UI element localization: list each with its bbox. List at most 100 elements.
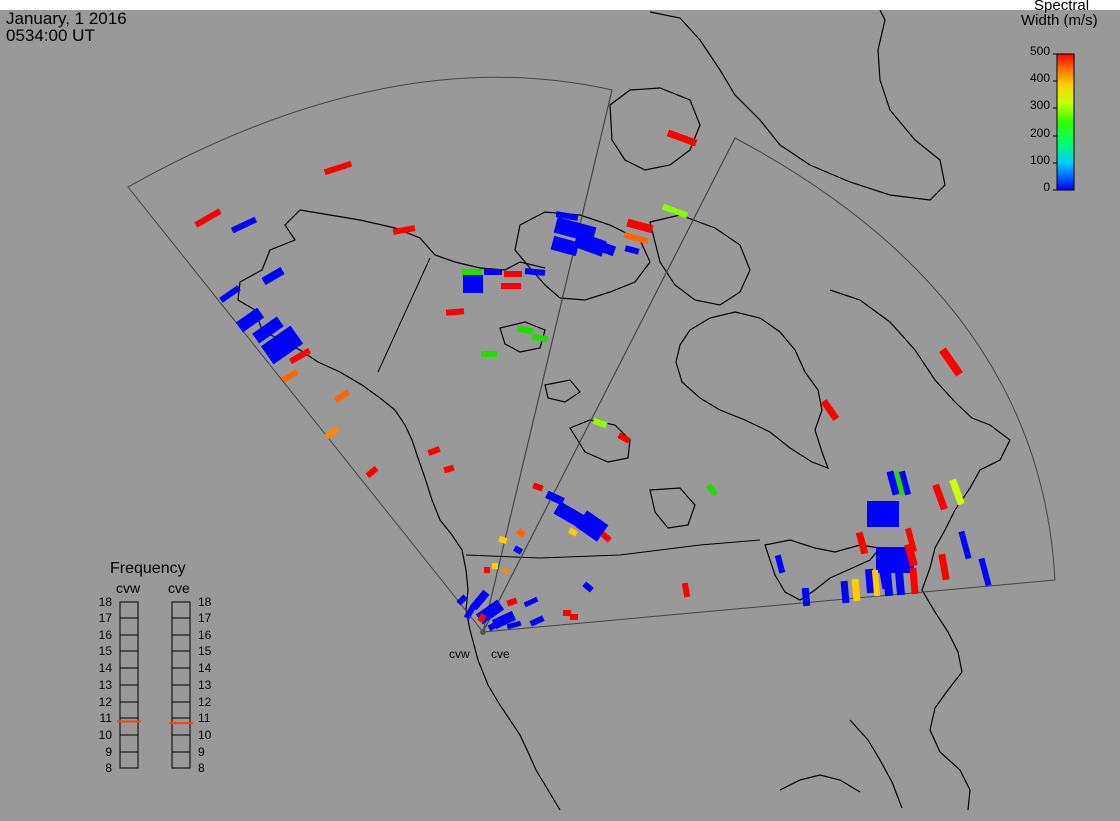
echo-cell: [443, 464, 455, 474]
echo-cell: [958, 530, 972, 560]
echo-cell: [893, 470, 907, 496]
echo-cell: [230, 216, 258, 234]
freq-tick-right-13: 13: [198, 678, 212, 692]
echo-cell: [555, 211, 579, 221]
coastline-greenland: [649, 9, 946, 201]
echo-cell: [886, 470, 900, 496]
colorbar-tick-100: 100: [1029, 153, 1050, 167]
echo-cell: [477, 613, 487, 623]
fov-cve: [482, 137, 1056, 633]
colorbar-tick-300: 300: [1029, 98, 1050, 112]
echo-cell: [529, 615, 545, 627]
border-us-canada: [465, 539, 761, 559]
echo-cell: [427, 446, 441, 456]
echo-cell: [932, 483, 948, 511]
echo-cell: [531, 333, 549, 343]
echo-cell: [392, 225, 416, 235]
echo-cell: [492, 563, 498, 569]
echo-cell: [502, 567, 510, 575]
echo-cell: [532, 482, 544, 492]
frequency-title: Frequency: [110, 560, 186, 577]
freq-tick-left-10: 10: [98, 728, 112, 742]
echo-cell: [570, 614, 578, 620]
freq-tick-left-9: 9: [105, 745, 112, 759]
echo-cell: [516, 325, 534, 335]
echo-cells: [194, 129, 992, 632]
echo-cell: [235, 307, 265, 333]
echo-cell: [260, 325, 304, 365]
echo-cell: [938, 553, 950, 581]
echo-cell: [575, 510, 609, 542]
echo-cell: [506, 620, 522, 630]
freq-tick-right-8: 8: [198, 761, 205, 775]
freq-tick-left-14: 14: [98, 661, 112, 675]
colorbar-tick-500: 500: [1029, 44, 1050, 58]
echo-cell: [681, 582, 691, 598]
freq-tick-left-13: 13: [98, 678, 112, 692]
echo-cell: [445, 308, 465, 316]
colorbar-tick-0: 0: [1043, 180, 1050, 194]
echo-cell: [484, 269, 502, 275]
echo-cell: [882, 569, 894, 597]
echo-cell: [582, 581, 594, 593]
echo-cell: [501, 283, 521, 289]
freq-tick-right-12: 12: [198, 695, 212, 709]
echo-cell: [909, 567, 919, 595]
echo-cell: [851, 578, 861, 602]
echo-cell: [513, 545, 523, 555]
freq-tick-right-10: 10: [198, 728, 212, 742]
borders: [377, 257, 761, 559]
freq-tick-right-9: 9: [198, 745, 205, 759]
coastline-arctic-4: [499, 321, 546, 353]
echo-cell: [470, 589, 490, 611]
coastline-arctic-2: [609, 87, 701, 171]
echo-cell: [463, 275, 483, 293]
coastline-great-lakes: [764, 539, 882, 601]
echo-cell: [498, 535, 508, 545]
echo-cell: [867, 501, 899, 527]
coastlines: [237, 9, 1011, 811]
echo-cell: [324, 426, 340, 440]
radar-site-marker: [480, 629, 486, 635]
coastline-lake-small: [649, 487, 696, 529]
echo-cell: [252, 316, 284, 344]
echo-cell: [898, 470, 912, 496]
echo-cell: [820, 398, 840, 422]
freq-tick-left-11: 11: [99, 711, 112, 725]
echo-cell: [600, 531, 612, 543]
coastline-southeast: [849, 719, 903, 809]
echo-cell: [871, 569, 881, 597]
echo-cell: [365, 465, 379, 479]
echo-cell: [661, 203, 689, 219]
coastline-arctic-5: [544, 379, 581, 403]
colorbar-tick-200: 200: [1029, 126, 1050, 140]
echo-cell: [623, 231, 649, 245]
frequency-grid-lines: [120, 617, 190, 753]
echo-cell: [462, 269, 482, 275]
plot-date: January, 1 2016: [6, 9, 127, 28]
echo-cell: [904, 527, 918, 553]
frequency-columns: [119, 601, 191, 769]
freq-tick-left-17: 17: [98, 611, 112, 625]
freq-tick-left-16: 16: [98, 628, 112, 642]
echo-cell: [504, 271, 522, 277]
freq-tick-left-18: 18: [98, 595, 112, 609]
echo-cell: [323, 160, 353, 176]
echo-cell: [568, 527, 578, 537]
freq-tick-right-17: 17: [198, 611, 212, 625]
freq-tick-left-8: 8: [105, 761, 112, 775]
echo-cell: [855, 531, 869, 555]
border-alaska-canada: [377, 257, 431, 373]
echo-cell: [617, 432, 631, 444]
echo-cell: [288, 347, 312, 365]
echo-cell: [281, 369, 299, 383]
coastline-west: [237, 209, 561, 811]
echo-cell: [593, 239, 617, 257]
echo-cell: [801, 587, 811, 607]
echo-cell: [550, 235, 580, 257]
echo-cell: [553, 501, 587, 529]
radar-label-cvw: cvw: [449, 647, 470, 661]
echo-cell: [949, 478, 965, 506]
